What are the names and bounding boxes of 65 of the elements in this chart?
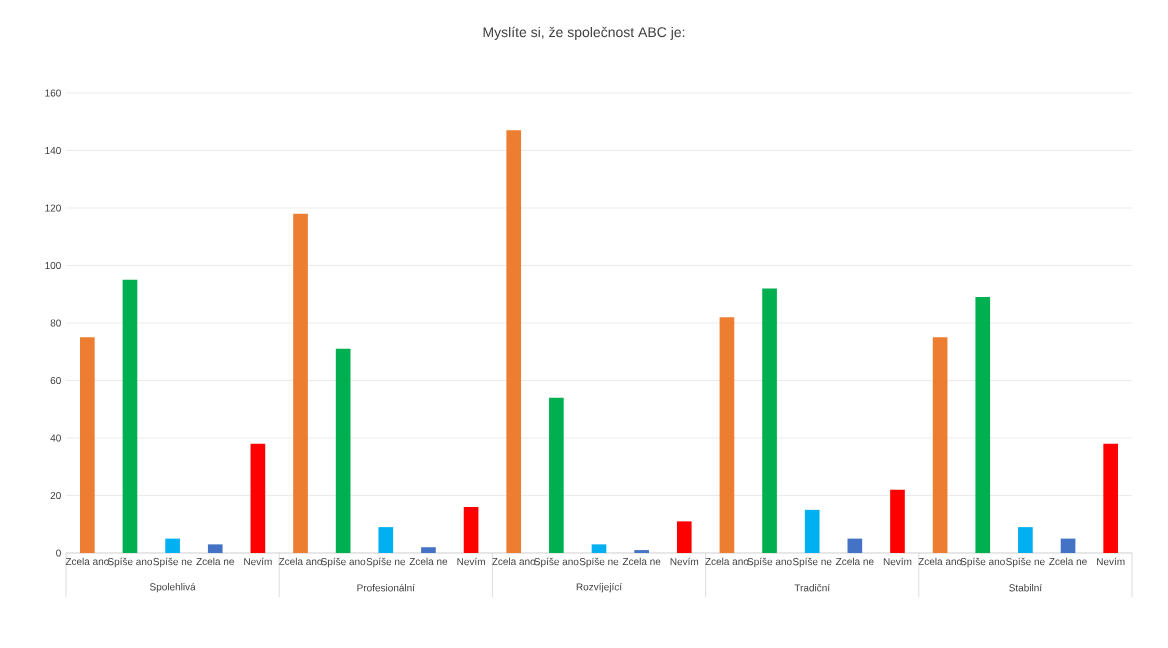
bar xyxy=(890,489,905,553)
bar xyxy=(804,509,820,553)
x-tick-label: Zcela ano xyxy=(492,557,536,566)
text: Rozvíjející xyxy=(576,582,623,593)
text: Profesionální xyxy=(357,583,415,592)
bar xyxy=(549,397,564,553)
x-tick-label: Zcela ne xyxy=(622,557,661,566)
bar xyxy=(421,547,436,553)
y-tick-label: 100 xyxy=(45,261,61,270)
y-tick-label: 60 xyxy=(50,376,61,385)
x-tick-label: Zcela ano xyxy=(65,557,109,566)
x-tick-label: Zcela ano xyxy=(278,557,323,566)
bar xyxy=(293,213,308,553)
y-tick-label: 0 xyxy=(56,549,61,557)
x-tick-label: Spíše ano xyxy=(321,557,366,568)
bar xyxy=(79,337,95,553)
bar xyxy=(165,538,180,553)
y-tick-label: 140 xyxy=(45,146,61,155)
bar xyxy=(335,348,351,553)
chart-title: Myslíte si, že společnost ABC je: xyxy=(483,26,685,40)
y-tick-label: 160 xyxy=(45,89,61,97)
bar xyxy=(506,130,522,553)
x-tick-label: Spíše ne xyxy=(153,557,192,568)
bar xyxy=(762,288,777,553)
x-tick-label: Zcela ne xyxy=(196,557,234,566)
bar xyxy=(122,279,138,553)
y-tick-label: 40 xyxy=(50,434,61,442)
x-tick-label: Zcela ne xyxy=(835,557,874,566)
text: Spolehlivá xyxy=(149,582,196,593)
x-tick-label: Nevím xyxy=(457,557,485,566)
bar xyxy=(975,297,991,553)
x-tick-label: Zcela ano xyxy=(918,557,962,566)
bar xyxy=(719,317,735,553)
x-tick-label: Spíše ano xyxy=(747,557,792,568)
x-tick-label: Nevím xyxy=(883,557,912,566)
x-tick-label: Spíše ne xyxy=(792,557,832,568)
bar xyxy=(1060,538,1076,553)
bar xyxy=(1018,527,1033,553)
x-tick-label: Spíše ano xyxy=(107,557,153,568)
x-tick-label: Spíše ne xyxy=(1006,557,1045,568)
text: Tradiční xyxy=(794,583,831,592)
y-tick-label: 80 xyxy=(50,319,61,327)
x-tick-label: Zcela ne xyxy=(409,557,448,566)
text: Stabilní xyxy=(1009,583,1043,592)
x-tick-label: Zcela ne xyxy=(1049,557,1087,566)
y-tick-label: 120 xyxy=(45,204,61,212)
bar xyxy=(847,538,863,553)
x-tick-label: Spíše ano xyxy=(534,557,579,568)
x-tick-label: Spíše ne xyxy=(579,557,619,568)
y-tick-label: 20 xyxy=(50,491,61,500)
bar xyxy=(1103,443,1119,553)
bar xyxy=(932,337,948,553)
x-tick-label: Nevím xyxy=(1097,557,1125,566)
bar xyxy=(634,550,649,553)
bar xyxy=(250,443,266,553)
x-tick-label: Spíše ano xyxy=(960,557,1005,568)
bar xyxy=(463,506,479,553)
x-tick-label: Nevím xyxy=(244,557,272,566)
bar xyxy=(676,521,692,553)
x-tick-label: Nevím xyxy=(670,557,699,566)
bar xyxy=(207,544,223,553)
x-tick-label: Zcela ano xyxy=(705,557,749,566)
bar xyxy=(378,527,394,553)
bar xyxy=(591,544,607,553)
x-tick-label: Spíše ne xyxy=(366,557,406,568)
